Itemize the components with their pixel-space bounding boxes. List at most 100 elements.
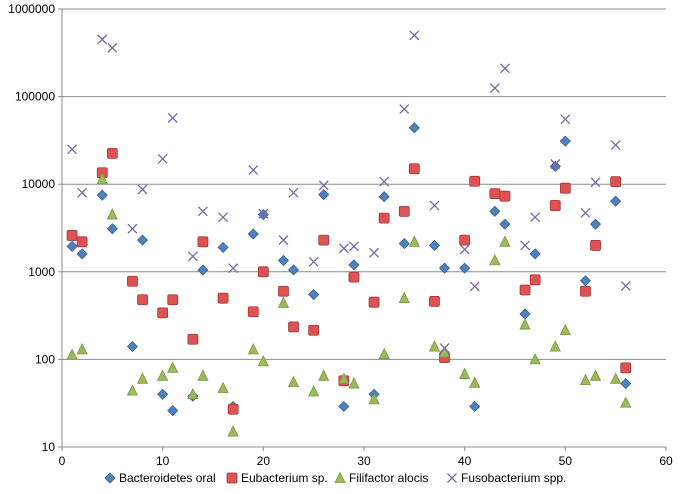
series-4-point-12 xyxy=(228,263,239,274)
series-4-point-11 xyxy=(218,212,229,223)
series-1-point-30 xyxy=(499,218,511,230)
series-3-point-10 xyxy=(197,369,209,381)
y-tick-label-1000: 1000 xyxy=(28,265,55,279)
series-2-point-24 xyxy=(408,163,420,175)
series-4-point-4 xyxy=(107,42,118,53)
series-2-point-22 xyxy=(378,212,390,224)
legend-label-1: Bacteroidetes oral xyxy=(119,471,216,485)
series-4-point-27 xyxy=(459,244,470,255)
series-2-point-30 xyxy=(499,190,511,202)
series-1-point-27 xyxy=(459,262,471,274)
series-2-point-34 xyxy=(559,182,571,194)
series-4-point-38 xyxy=(620,280,631,291)
series-4-point-24 xyxy=(409,30,420,41)
series-2-point-37 xyxy=(610,176,622,188)
series-3-point-34 xyxy=(559,323,571,336)
series-2-point-35 xyxy=(580,285,591,297)
series-4-point-1 xyxy=(67,144,78,155)
series-1-point-4 xyxy=(106,223,118,235)
series-4-point-35 xyxy=(580,207,591,218)
series-3-point-16 xyxy=(287,375,300,388)
series-4-point-33 xyxy=(550,159,561,169)
series-2-point-21 xyxy=(368,296,380,308)
y-tick-label-10: 10 xyxy=(42,440,56,454)
series-3-point-3 xyxy=(96,172,108,184)
series-1-point-23 xyxy=(398,238,410,250)
series-4-point-19 xyxy=(338,243,349,254)
series-1-point-38 xyxy=(620,377,632,390)
series-3-points xyxy=(66,172,632,437)
series-3-point-4 xyxy=(106,208,118,220)
series-2-point-13 xyxy=(247,306,259,318)
series-1-point-10 xyxy=(197,264,209,276)
series-3-point-23 xyxy=(398,291,410,304)
series-4-point-16 xyxy=(288,187,299,198)
series-1-point-35 xyxy=(579,275,592,287)
x-tick-label-20: 20 xyxy=(257,454,271,468)
series-4-point-20 xyxy=(348,241,359,252)
series-2-point-5 xyxy=(127,275,138,287)
legend-item-1: Bacteroidetes oral xyxy=(104,471,216,485)
series-3-point-36 xyxy=(589,369,602,381)
x-tick-label-10: 10 xyxy=(156,454,170,468)
series-3-point-28 xyxy=(469,376,481,388)
x-tick-label-40: 40 xyxy=(458,454,472,468)
x-tick-label-30: 30 xyxy=(357,454,371,468)
series-4-point-28 xyxy=(469,281,480,292)
series-4-point-17 xyxy=(308,256,319,267)
series-4-point-5 xyxy=(127,223,138,234)
series-3-point-32 xyxy=(529,353,541,365)
series-2-point-7 xyxy=(157,307,169,319)
series-3-point-2 xyxy=(76,343,88,355)
series-2-point-18 xyxy=(318,234,330,246)
gridlines xyxy=(62,8,666,360)
x-tick-label-0: 0 xyxy=(59,454,66,468)
series-1-point-13 xyxy=(247,228,259,240)
series-2-point-15 xyxy=(278,285,289,297)
series-4-point-26 xyxy=(439,343,450,353)
legend-label-2: Eubacterium sp. xyxy=(241,471,328,485)
series-1-point-2 xyxy=(76,248,88,260)
series-2-point-1 xyxy=(66,230,78,241)
series-4-point-9 xyxy=(187,251,198,262)
series-4-point-15 xyxy=(278,235,289,246)
series-3-point-27 xyxy=(459,367,471,379)
series-4-point-8 xyxy=(167,113,178,123)
series-3-point-6 xyxy=(136,372,149,384)
series-2-point-12 xyxy=(227,403,239,415)
series-2-point-11 xyxy=(217,292,229,304)
series-3-point-21 xyxy=(368,392,380,405)
series-3-point-15 xyxy=(277,296,290,308)
series-1-point-25 xyxy=(428,239,441,251)
series-3-point-14 xyxy=(257,354,269,367)
series-2-point-23 xyxy=(398,205,410,217)
series-2-point-36 xyxy=(590,240,601,251)
series-1-point-6 xyxy=(136,234,149,246)
series-4-point-32 xyxy=(530,212,541,223)
series-4-point-21 xyxy=(369,247,380,258)
series-1-point-29 xyxy=(489,205,501,217)
x-tick-labels: 0 10 20 30 40 50 60 xyxy=(59,447,673,468)
data-points xyxy=(66,30,632,437)
series-4-points xyxy=(67,30,631,353)
series-3-point-7 xyxy=(157,369,169,381)
series-4-point-34 xyxy=(560,114,571,125)
series-4-point-18 xyxy=(318,180,329,191)
series-2-point-25 xyxy=(429,295,440,307)
series-1-point-31 xyxy=(519,308,531,320)
series-2-point-6 xyxy=(137,294,148,306)
series-2-point-33 xyxy=(549,200,561,211)
series-4-point-37 xyxy=(610,140,621,150)
y-tick-label-100000: 100000 xyxy=(15,90,55,104)
series-2-point-20 xyxy=(348,271,360,283)
series-2-point-4 xyxy=(106,147,118,159)
series-4-point-23 xyxy=(399,104,410,115)
series-2-point-28 xyxy=(469,175,481,187)
series-1-point-34 xyxy=(559,135,571,147)
series-1-point-1 xyxy=(66,240,78,252)
series-3-point-17 xyxy=(308,385,320,397)
series-3-point-1 xyxy=(66,348,78,360)
series-4-point-29 xyxy=(489,83,500,94)
legend-item-4: Fusobacterium spp. xyxy=(447,471,566,485)
